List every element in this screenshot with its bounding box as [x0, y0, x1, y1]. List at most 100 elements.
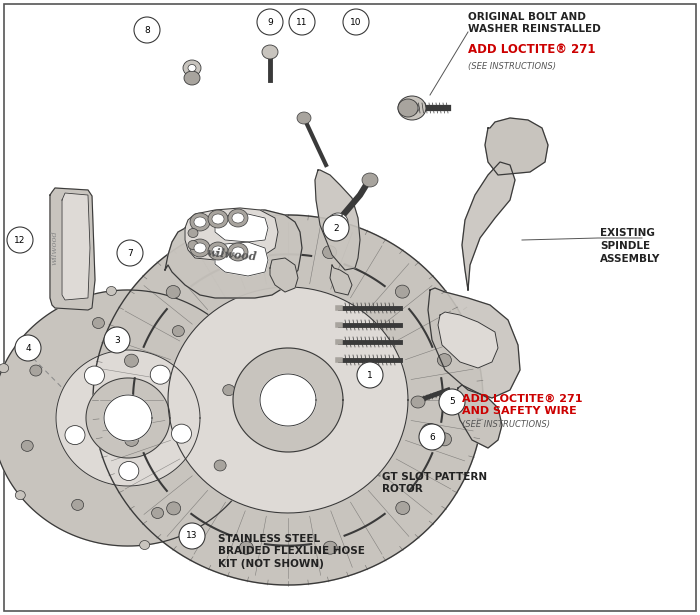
Ellipse shape: [419, 424, 445, 450]
Polygon shape: [438, 312, 498, 368]
Ellipse shape: [289, 9, 315, 35]
Polygon shape: [330, 265, 352, 295]
Ellipse shape: [232, 247, 244, 257]
Polygon shape: [455, 385, 502, 448]
Ellipse shape: [15, 335, 41, 361]
Ellipse shape: [167, 502, 181, 515]
Ellipse shape: [426, 428, 434, 436]
Ellipse shape: [333, 218, 343, 226]
Ellipse shape: [231, 336, 241, 345]
Ellipse shape: [71, 499, 84, 510]
Ellipse shape: [188, 240, 198, 250]
Text: 1: 1: [367, 370, 373, 379]
Text: wilwood: wilwood: [206, 247, 258, 263]
Ellipse shape: [119, 461, 139, 480]
Ellipse shape: [438, 433, 452, 446]
Text: 10: 10: [350, 17, 362, 26]
Ellipse shape: [343, 9, 369, 35]
Ellipse shape: [257, 9, 283, 35]
Ellipse shape: [106, 287, 116, 295]
Ellipse shape: [152, 507, 164, 518]
Text: STAINLESS STEEL
BRAIDED FLEXLINE HOSE
KIT (NOT SHOWN): STAINLESS STEEL BRAIDED FLEXLINE HOSE KI…: [218, 534, 365, 569]
Ellipse shape: [232, 213, 244, 223]
Ellipse shape: [125, 354, 139, 367]
Text: 9: 9: [267, 17, 273, 26]
Ellipse shape: [0, 363, 8, 373]
Ellipse shape: [297, 112, 311, 124]
Ellipse shape: [134, 17, 160, 43]
Ellipse shape: [323, 245, 337, 259]
Ellipse shape: [21, 440, 33, 451]
Ellipse shape: [172, 424, 192, 443]
Ellipse shape: [228, 209, 248, 227]
Polygon shape: [50, 188, 95, 310]
Ellipse shape: [214, 460, 226, 471]
Text: 2: 2: [333, 223, 339, 232]
Ellipse shape: [190, 213, 210, 231]
Ellipse shape: [239, 246, 253, 259]
Text: 4: 4: [25, 344, 31, 352]
Polygon shape: [104, 395, 152, 441]
Ellipse shape: [179, 523, 205, 549]
Text: GT SLOT PATTERN
ROTOR: GT SLOT PATTERN ROTOR: [382, 472, 487, 494]
Polygon shape: [233, 348, 343, 452]
Ellipse shape: [15, 491, 25, 499]
Ellipse shape: [117, 240, 143, 266]
Text: 6: 6: [429, 432, 435, 442]
Polygon shape: [0, 290, 264, 546]
Ellipse shape: [188, 65, 196, 71]
Polygon shape: [168, 287, 408, 513]
Ellipse shape: [125, 434, 139, 446]
Polygon shape: [93, 215, 483, 585]
Ellipse shape: [439, 389, 465, 415]
Ellipse shape: [183, 60, 201, 76]
Ellipse shape: [405, 102, 419, 114]
Ellipse shape: [398, 96, 426, 120]
Text: wilwood: wilwood: [51, 231, 59, 266]
Ellipse shape: [166, 285, 180, 298]
Polygon shape: [56, 350, 200, 486]
Polygon shape: [462, 162, 515, 290]
Ellipse shape: [223, 384, 234, 395]
Ellipse shape: [323, 541, 337, 554]
Ellipse shape: [411, 396, 425, 408]
Polygon shape: [428, 288, 520, 398]
Ellipse shape: [228, 243, 248, 261]
Ellipse shape: [208, 242, 228, 260]
Ellipse shape: [194, 243, 206, 253]
Ellipse shape: [438, 354, 452, 367]
Ellipse shape: [212, 246, 224, 256]
Text: ADD LOCTITE® 271: ADD LOCTITE® 271: [468, 43, 596, 56]
Polygon shape: [215, 214, 268, 242]
Polygon shape: [315, 170, 360, 270]
Text: 12: 12: [14, 236, 26, 245]
Ellipse shape: [139, 541, 150, 550]
Text: (SEE INSTRUCTIONS): (SEE INSTRUCTIONS): [468, 62, 556, 71]
Text: 7: 7: [127, 248, 133, 258]
Polygon shape: [485, 118, 548, 175]
Ellipse shape: [239, 541, 253, 554]
Ellipse shape: [362, 173, 378, 187]
Ellipse shape: [150, 365, 170, 384]
Ellipse shape: [328, 213, 348, 231]
Polygon shape: [165, 210, 302, 298]
Ellipse shape: [190, 239, 210, 257]
Ellipse shape: [7, 227, 33, 253]
Ellipse shape: [357, 362, 383, 388]
Ellipse shape: [30, 365, 42, 376]
Polygon shape: [260, 374, 316, 426]
Ellipse shape: [395, 285, 409, 298]
Ellipse shape: [92, 317, 104, 328]
Polygon shape: [270, 258, 298, 292]
Polygon shape: [215, 242, 268, 276]
Polygon shape: [86, 378, 170, 458]
Ellipse shape: [85, 366, 104, 385]
Ellipse shape: [323, 215, 349, 241]
Ellipse shape: [395, 501, 409, 515]
Ellipse shape: [184, 71, 200, 85]
Ellipse shape: [188, 229, 198, 237]
Polygon shape: [185, 208, 278, 260]
Text: 8: 8: [144, 25, 150, 34]
Ellipse shape: [208, 210, 228, 228]
Text: ORIGINAL BOLT AND
WASHER REINSTALLED: ORIGINAL BOLT AND WASHER REINSTALLED: [468, 12, 601, 34]
